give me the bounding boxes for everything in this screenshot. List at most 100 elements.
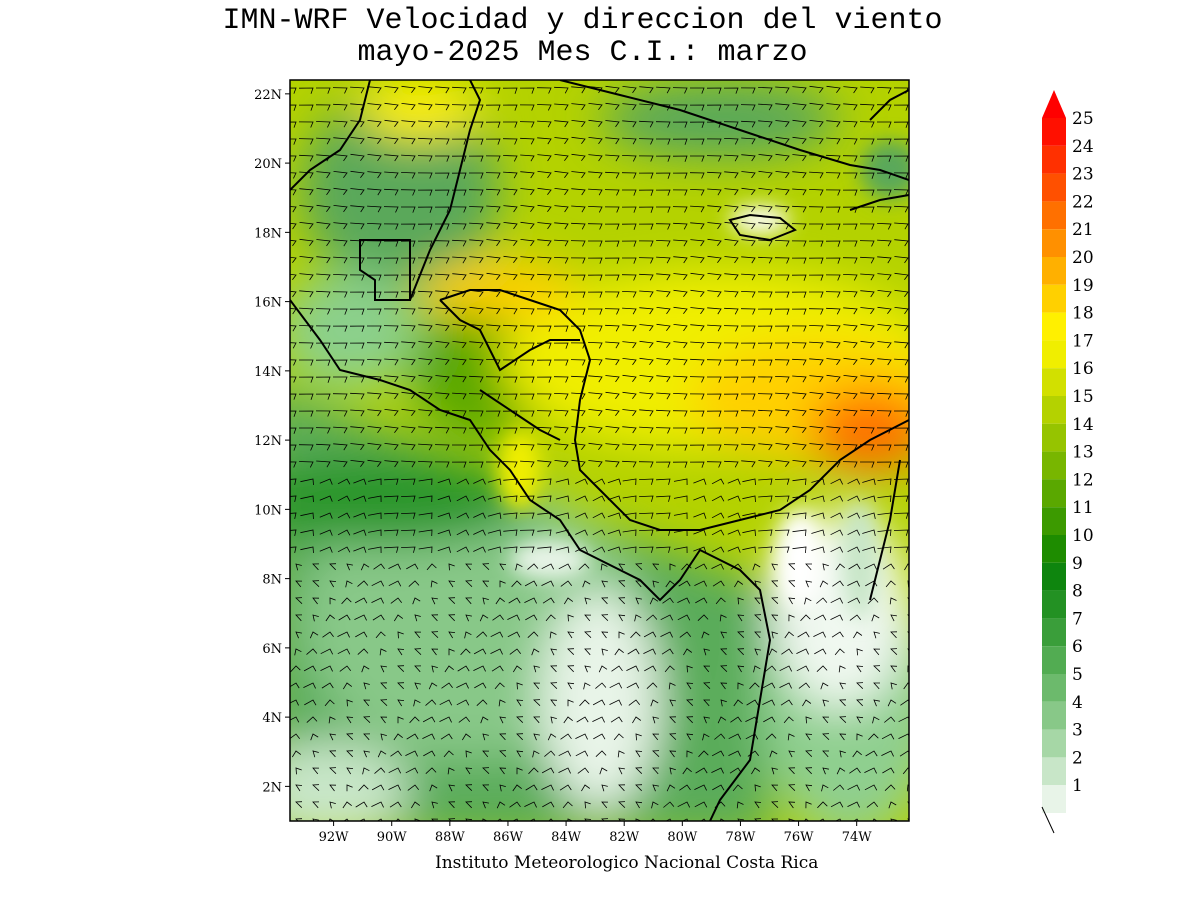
- wind-barb: [706, 121, 722, 128]
- wind-barb: [354, 614, 367, 621]
- wind-barb: [714, 733, 726, 740]
- wind-barb: [537, 460, 552, 468]
- wind-barb: [720, 648, 728, 656]
- colorbar-swatch: [1042, 646, 1066, 674]
- colorbar-swatch: [1042, 173, 1066, 202]
- wind-barb: [319, 478, 333, 485]
- wind-barb: [409, 716, 420, 724]
- wind-barb: [697, 614, 709, 621]
- wind-barb: [830, 529, 844, 536]
- wind-barb: [595, 750, 607, 757]
- wind-barb: [527, 563, 539, 570]
- wind-barb: [401, 120, 416, 128]
- wind-barb: [877, 358, 892, 366]
- wind-barb: [681, 818, 689, 821]
- wind-barb: [622, 512, 637, 520]
- wind-barb: [333, 256, 348, 264]
- wind-barb: [893, 189, 909, 196]
- wind-barb: [587, 325, 603, 332]
- wind-barb: [724, 273, 739, 281]
- wind-barb: [320, 648, 334, 655]
- wind-barb: [448, 631, 456, 639]
- wind-barb: [363, 716, 371, 723]
- wind-barb: [485, 410, 501, 417]
- wind-barb: [342, 801, 352, 809]
- wind-barb: [775, 86, 790, 94]
- wind-barb: [742, 546, 756, 554]
- colorbar-swatch: [1042, 451, 1066, 480]
- wind-barb: [693, 478, 707, 485]
- wind-barb: [418, 495, 433, 503]
- wind-barb: [469, 206, 484, 213]
- wind-barb: [864, 784, 878, 791]
- wind-barb: [290, 461, 297, 468]
- wind-barb: [747, 750, 760, 757]
- wind-barb: [618, 563, 626, 571]
- wind-barb: [299, 256, 314, 264]
- wind-barb: [482, 563, 490, 570]
- wind-barb: [592, 699, 606, 706]
- wind-barb: [329, 784, 337, 792]
- wind-barb: [554, 460, 569, 468]
- wind-barb: [435, 223, 450, 230]
- wind-barb: [599, 767, 608, 775]
- wind-barb: [588, 460, 603, 468]
- wind-barb: [388, 767, 402, 774]
- wind-barb: [774, 529, 790, 536]
- wind-barb: [384, 529, 399, 536]
- wind-barb: [553, 325, 569, 332]
- wind-barb: [353, 546, 367, 553]
- wind-barb: [452, 256, 467, 264]
- wind-barb: [877, 256, 892, 264]
- wind-barb: [622, 86, 637, 94]
- wind-barb: [673, 324, 688, 332]
- wind-barb: [809, 408, 824, 417]
- wind-barb: [554, 409, 569, 417]
- wind-barb: [830, 801, 844, 808]
- wind-barb: [877, 121, 892, 128]
- wind-barb: [842, 461, 858, 468]
- wind-barb: [788, 580, 796, 588]
- colorbar-swatch: [1042, 729, 1066, 758]
- wind-barb: [401, 375, 416, 383]
- wind-barb: [621, 240, 637, 247]
- wind-barb: [503, 155, 518, 162]
- wind-barb: [554, 239, 569, 247]
- wind-barb: [531, 648, 540, 656]
- wind-barb: [792, 154, 807, 162]
- wind-barb: [672, 172, 688, 179]
- wind-barb: [367, 392, 382, 400]
- colorbar-swatch: [1042, 368, 1066, 396]
- wind-barb: [384, 86, 399, 94]
- wind-barb: [605, 426, 620, 434]
- wind-barb: [537, 204, 552, 213]
- wind-barb: [431, 801, 438, 809]
- wind-barb: [665, 580, 675, 588]
- wind-barb: [780, 699, 793, 706]
- wind-barb: [571, 375, 586, 383]
- wind-barb: [562, 801, 573, 809]
- wind-barb: [607, 478, 622, 485]
- wind-barb: [448, 614, 456, 622]
- wind-barb: [673, 375, 688, 383]
- wind-barb: [893, 427, 909, 434]
- wind-barb: [299, 290, 314, 298]
- wind-barb: [503, 238, 518, 247]
- wind-barb: [547, 733, 557, 741]
- wind-barb: [363, 733, 371, 741]
- wind-barb: [775, 188, 790, 196]
- wind-barb: [690, 87, 705, 94]
- wind-barb: [592, 546, 606, 553]
- wind-barb: [476, 699, 488, 706]
- wind-barb: [893, 121, 909, 128]
- wind-barb: [503, 495, 518, 502]
- wind-barb: [422, 716, 436, 723]
- wind-barb: [349, 325, 365, 332]
- colorbar-swatch: [1042, 785, 1066, 813]
- wind-barb: [367, 442, 382, 451]
- wind-barb: [771, 580, 779, 588]
- wind-barb: [711, 563, 724, 570]
- wind-barb: [571, 86, 586, 94]
- colorbar-label: 18: [1072, 304, 1094, 324]
- wind-barb: [486, 461, 501, 468]
